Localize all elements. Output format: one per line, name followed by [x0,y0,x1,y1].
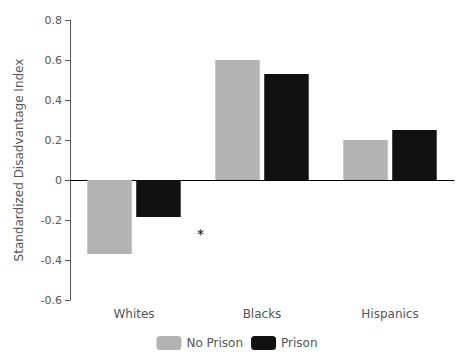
svg-text:*: * [197,226,204,242]
svg-text:0.4: 0.4 [45,94,63,107]
svg-text:0.2: 0.2 [45,134,63,147]
svg-text:Standardized Disadvantage Inde: Standardized Disadvantage Index [12,59,26,262]
svg-text:Blacks: Blacks [243,307,282,321]
svg-text:-0.4: -0.4 [41,254,62,267]
svg-text:-0.2: -0.2 [41,214,62,227]
svg-text:0.6: 0.6 [45,54,63,67]
svg-text:0: 0 [55,174,62,187]
svg-text:-0.6: -0.6 [41,294,62,307]
svg-text:Whites: Whites [113,307,154,321]
svg-text:0.8: 0.8 [45,14,63,27]
svg-text:No Prison: No Prison [186,336,243,350]
svg-text:Hispanics: Hispanics [361,307,418,321]
svg-text:Prison: Prison [281,336,318,350]
